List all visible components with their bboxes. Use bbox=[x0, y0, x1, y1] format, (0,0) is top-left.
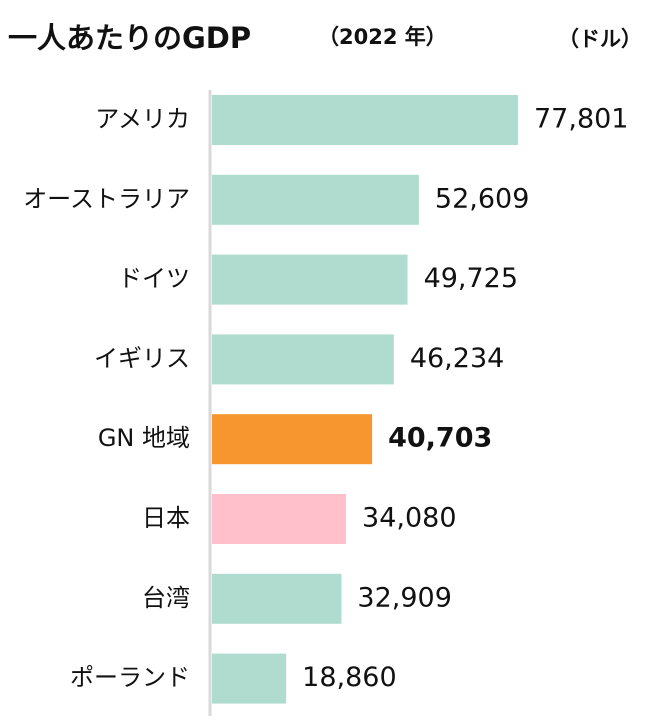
value-label: 52,609 bbox=[435, 183, 529, 214]
category-label: GN 地域 bbox=[98, 424, 190, 452]
value-label: 77,801 bbox=[534, 104, 628, 135]
chart-title: 一人あたりのGDP bbox=[8, 21, 251, 55]
value-label: 34,080 bbox=[362, 503, 456, 534]
bar bbox=[212, 254, 408, 305]
bar bbox=[212, 95, 518, 145]
value-label: 49,725 bbox=[424, 263, 518, 294]
category-label: オーストラリア bbox=[23, 185, 190, 213]
bar bbox=[212, 334, 394, 385]
bar bbox=[212, 653, 287, 704]
value-label: 40,703 bbox=[388, 423, 492, 454]
category-label: ポーランド bbox=[70, 664, 190, 692]
category-label: 日本 bbox=[142, 504, 190, 532]
value-label: 46,234 bbox=[410, 343, 504, 374]
bar bbox=[212, 573, 342, 624]
unit-label: （ドル） bbox=[558, 27, 642, 51]
value-label: 18,860 bbox=[302, 662, 396, 693]
bar bbox=[212, 174, 419, 225]
chart-subtitle: （2022 年） bbox=[318, 25, 447, 49]
category-label: アメリカ bbox=[95, 105, 190, 133]
bar bbox=[212, 414, 373, 465]
value-label: 32,909 bbox=[357, 582, 451, 613]
category-label: イギリス bbox=[94, 344, 190, 372]
bar bbox=[212, 494, 347, 544]
category-label: 台湾 bbox=[142, 584, 190, 612]
category-label: ドイツ bbox=[118, 265, 190, 293]
